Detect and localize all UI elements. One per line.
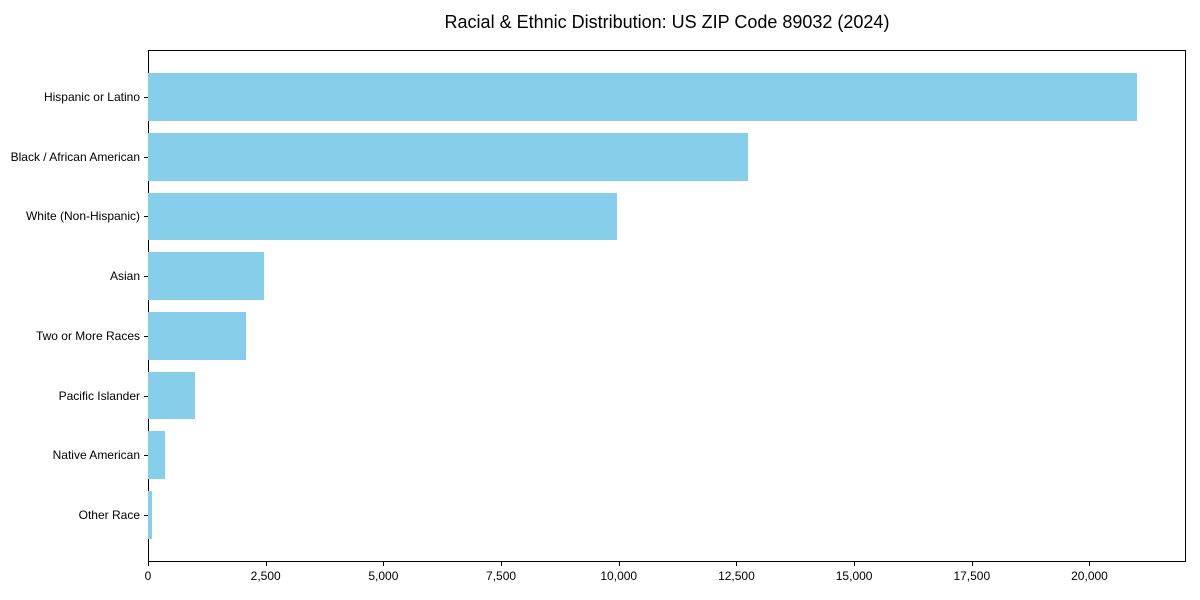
x-tick bbox=[971, 562, 973, 566]
y-tick-label-asian: Asian bbox=[109, 269, 140, 284]
y-tick-label-black-african-american: Black / African American bbox=[10, 149, 140, 164]
x-tick-label: 12,500 bbox=[718, 569, 755, 583]
bar-black-african-american bbox=[148, 132, 749, 181]
x-tick-label: 2,500 bbox=[250, 569, 281, 583]
bar-asian bbox=[148, 252, 265, 301]
y-tick-label-native-american: Native American bbox=[52, 448, 140, 463]
x-tick bbox=[736, 562, 738, 566]
x-tick bbox=[1089, 562, 1091, 566]
x-tick-label: 20,000 bbox=[1071, 569, 1108, 583]
x-tick bbox=[854, 562, 856, 566]
bar-white-non-hispanic bbox=[148, 192, 617, 241]
chart-title: Racial & Ethnic Distribution: US ZIP Cod… bbox=[444, 12, 890, 32]
x-tick-label: 7,500 bbox=[486, 569, 517, 583]
x-tick bbox=[383, 562, 385, 566]
x-tick-label: 5,000 bbox=[368, 569, 399, 583]
bar-two-or-more-races bbox=[148, 311, 246, 360]
x-tick bbox=[618, 562, 620, 566]
bar-other-race bbox=[148, 490, 152, 539]
y-tick bbox=[144, 97, 148, 99]
y-tick-label-pacific-islander: Pacific Islander bbox=[58, 388, 140, 403]
y-tick-label-other-race: Other Race bbox=[78, 507, 140, 522]
plot-area bbox=[148, 50, 1186, 562]
y-tick bbox=[144, 335, 148, 337]
y-tick-label-two-or-more-races: Two or More Races bbox=[35, 328, 140, 343]
x-tick bbox=[501, 562, 503, 566]
y-tick bbox=[144, 276, 148, 278]
x-tick-label: 0 bbox=[144, 569, 152, 583]
x-tick bbox=[148, 562, 149, 566]
bar-pacific-islander bbox=[148, 371, 196, 420]
y-tick bbox=[144, 395, 148, 397]
y-tick-label-hispanic-or-latino: Hispanic or Latino bbox=[43, 90, 140, 105]
bar-native-american bbox=[148, 431, 165, 480]
y-tick bbox=[144, 156, 148, 158]
x-tick bbox=[265, 562, 267, 566]
y-tick bbox=[144, 455, 148, 457]
bar-hispanic-or-latino bbox=[148, 73, 1137, 121]
x-tick-label: 15,000 bbox=[835, 569, 873, 583]
x-tick-label: 10,000 bbox=[600, 569, 638, 583]
x-tick-label: 17,500 bbox=[953, 569, 991, 583]
y-tick bbox=[144, 514, 148, 516]
y-tick bbox=[144, 216, 148, 218]
y-tick-label-white-non-hispanic: White (Non-Hispanic) bbox=[25, 209, 140, 224]
